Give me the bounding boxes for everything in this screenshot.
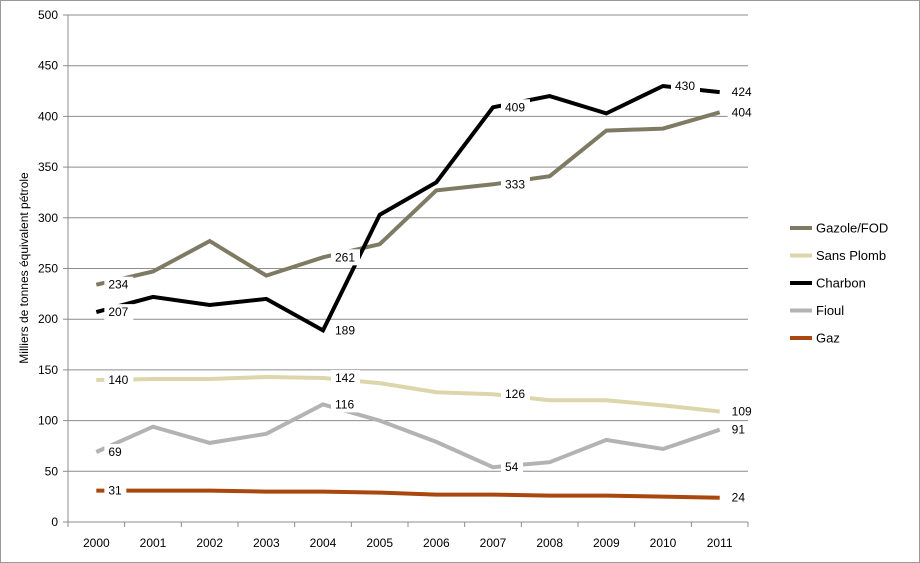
y-tick-label-100: 100 — [38, 414, 58, 428]
data-label-bg-charbon-4 — [331, 322, 360, 339]
y-tick-label-200: 200 — [38, 312, 58, 326]
data-label-bg-fioul-7 — [501, 459, 523, 476]
series-line-gaz — [96, 488, 720, 500]
legend-label-sans-plomb: Sans Plomb — [816, 248, 886, 263]
data-label-bg-sans-plomb-4 — [331, 370, 360, 387]
data-label-bg-charbon-0 — [104, 304, 134, 321]
data-label-bg-gazole-fod-11 — [727, 104, 757, 121]
series-line-sans-plomb — [96, 374, 720, 414]
y-tick-label-350: 350 — [38, 160, 58, 174]
x-tick-label-2007: 2007 — [480, 536, 507, 550]
data-label-bg-charbon-11 — [727, 84, 757, 101]
x-tick-label-2004: 2004 — [310, 536, 337, 550]
y-tick-label-300: 300 — [38, 211, 58, 225]
data-label-gazole-fod-4: 261 — [335, 250, 355, 264]
data-label-bg-gazole-fod-7 — [501, 176, 530, 193]
x-tick-label-2009: 2009 — [593, 536, 620, 550]
legend-label-fioul: Fioul — [816, 303, 844, 318]
data-labels: 234 261 333 404 140 142 126 109 207 189 409 430 424 6… — [104, 77, 757, 506]
x-tick-label-2005: 2005 — [366, 536, 393, 550]
series-lines — [95, 83, 721, 500]
series-line-charbon — [95, 83, 720, 334]
data-label-bg-gazole-fod-4 — [331, 249, 360, 266]
data-label-bg-fioul-11 — [727, 421, 750, 438]
data-label-gazole-fod-11: 404 — [732, 105, 752, 119]
data-label-fioul-11: 91 — [732, 423, 746, 437]
x-tick-label-2001: 2001 — [140, 536, 167, 550]
series-line-fioul — [95, 402, 721, 470]
y-tick-label-400: 400 — [38, 109, 58, 123]
data-label-fioul-7: 54 — [505, 460, 519, 474]
y-tick-label-250: 250 — [38, 262, 58, 276]
data-label-sans-plomb-7: 126 — [505, 387, 525, 401]
data-label-fioul-0: 69 — [108, 445, 122, 459]
data-label-bg-fioul-0 — [104, 444, 127, 461]
data-label-charbon-4: 189 — [335, 323, 355, 337]
x-tick-label-2000: 2000 — [83, 536, 110, 550]
gridlines — [68, 14, 748, 523]
x-tick-label-2008: 2008 — [536, 536, 563, 550]
legend-label-gaz: Gaz — [816, 331, 840, 346]
data-label-sans-plomb-0: 140 — [108, 373, 128, 387]
x-tick-label-2011: 2011 — [707, 536, 733, 550]
y-tick-label-500: 500 — [38, 8, 58, 22]
data-label-bg-charbon-10 — [671, 77, 700, 94]
data-label-bg-sans-plomb-11 — [727, 403, 757, 420]
y-axis-title: Milliers de tonnes équivalent pétrole — [17, 172, 31, 364]
x-tick-label-2006: 2006 — [423, 536, 450, 550]
x-tick-label-2003: 2003 — [253, 536, 280, 550]
series-line-gazole-fod — [95, 110, 721, 287]
data-label-gazole-fod-0: 234 — [108, 278, 128, 292]
data-label-sans-plomb-11: 109 — [732, 404, 752, 418]
data-label-gaz-11: 24 — [732, 491, 746, 505]
data-label-gazole-fod-7: 333 — [505, 177, 525, 191]
data-label-bg-gazole-fod-0 — [104, 276, 134, 293]
axes: 0 50 100 150 200 250 300 350 400 450 500 2000 2001 20… — [38, 8, 749, 550]
y-tick-label-450: 450 — [38, 59, 58, 73]
data-label-charbon-0: 207 — [108, 305, 128, 319]
data-label-gaz-0: 31 — [108, 484, 122, 498]
data-label-bg-gaz-0 — [104, 482, 127, 499]
data-label-bg-sans-plomb-7 — [501, 386, 530, 403]
data-label-charbon-10: 430 — [675, 79, 695, 93]
data-label-fioul-4: 116 — [335, 397, 354, 411]
legend: Gazole/FOD Sans Plomb Charbon Fioul Gaz — [790, 221, 888, 346]
legend-label-gazole-fod: Gazole/FOD — [816, 221, 888, 236]
data-label-bg-charbon-7 — [501, 99, 530, 116]
data-label-charbon-11: 424 — [732, 85, 752, 99]
data-label-bg-sans-plomb-0 — [104, 372, 134, 389]
x-tick-label-2002: 2002 — [196, 536, 223, 550]
data-label-charbon-7: 409 — [505, 100, 525, 114]
y-tick-label-50: 50 — [45, 464, 59, 478]
x-tick-label-2010: 2010 — [650, 536, 677, 550]
y-tick-label-0: 0 — [51, 515, 58, 529]
y-tick-label-150: 150 — [38, 363, 58, 377]
legend-label-charbon: Charbon — [816, 276, 866, 291]
data-label-bg-fioul-4 — [331, 396, 360, 413]
data-label-bg-gaz-11 — [727, 489, 750, 506]
data-label-sans-plomb-4: 142 — [335, 371, 355, 385]
